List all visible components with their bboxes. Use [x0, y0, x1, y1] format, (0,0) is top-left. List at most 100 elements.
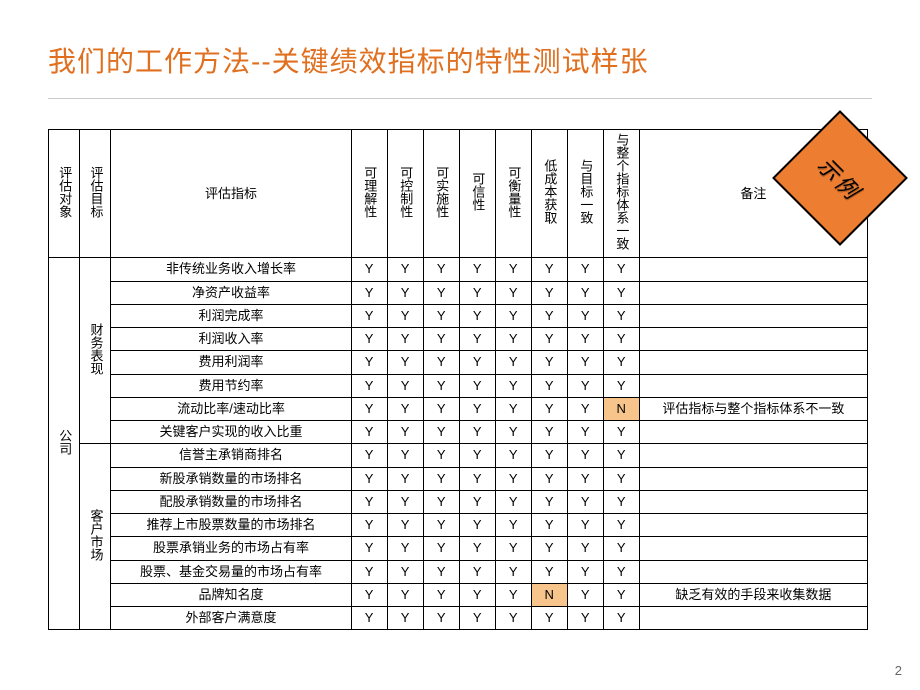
value-cell: Y [459, 490, 495, 513]
indicator-cell: 外部客户满意度 [111, 607, 351, 630]
note-cell [639, 421, 867, 444]
value-cell: Y [387, 304, 423, 327]
value-cell: Y [387, 374, 423, 397]
table-row: 客户市场信誉主承销商排名YYYYYYYY [49, 444, 868, 467]
value-cell: Y [567, 328, 603, 351]
table-row: 费用节约率YYYYYYYY [49, 374, 868, 397]
value-cell: Y [603, 490, 639, 513]
value-cell: Y [387, 328, 423, 351]
value-cell: Y [459, 351, 495, 374]
value-cell: Y [459, 444, 495, 467]
value-cell: Y [459, 397, 495, 420]
value-cell: Y [387, 281, 423, 304]
indicator-cell: 股票承销业务的市场占有率 [111, 537, 351, 560]
note-cell [639, 304, 867, 327]
table-row: 推荐上市股票数量的市场排名YYYYYYYY [49, 514, 868, 537]
value-cell: Y [387, 258, 423, 281]
value-cell: Y [531, 537, 567, 560]
value-cell: Y [387, 607, 423, 630]
note-cell [639, 444, 867, 467]
value-cell: Y [531, 281, 567, 304]
title-divider [48, 98, 872, 99]
indicator-cell: 费用节约率 [111, 374, 351, 397]
value-cell: Y [603, 467, 639, 490]
value-cell: Y [459, 304, 495, 327]
indicator-cell: 信誉主承销商排名 [111, 444, 351, 467]
value-cell: Y [603, 281, 639, 304]
value-cell: Y [423, 490, 459, 513]
value-cell: Y [351, 467, 387, 490]
col-goalaligned: 与目标一致 [567, 130, 603, 258]
value-cell: Y [603, 258, 639, 281]
value-cell: Y [459, 258, 495, 281]
note-cell [639, 514, 867, 537]
value-cell: Y [387, 537, 423, 560]
note-cell [639, 490, 867, 513]
value-cell: Y [567, 490, 603, 513]
value-cell: Y [351, 351, 387, 374]
table-row: 公司财务表现非传统业务收入增长率YYYYYYYY [49, 258, 868, 281]
col-lowcost: 低成本获取 [531, 130, 567, 258]
value-cell: Y [567, 281, 603, 304]
value-cell: Y [531, 328, 567, 351]
value-cell: N [603, 397, 639, 420]
value-cell: Y [603, 351, 639, 374]
note-cell [639, 328, 867, 351]
value-cell: Y [603, 444, 639, 467]
value-cell: Y [351, 583, 387, 606]
value-cell: Y [531, 374, 567, 397]
table-row: 流动比率/速动比率YYYYYYYN评估指标与整个指标体系不一致 [49, 397, 868, 420]
value-cell: Y [495, 607, 531, 630]
col-controllable: 可控制性 [387, 130, 423, 258]
value-cell: Y [423, 467, 459, 490]
value-cell: Y [423, 351, 459, 374]
indicator-cell: 非传统业务收入增长率 [111, 258, 351, 281]
value-cell: Y [459, 607, 495, 630]
value-cell: Y [531, 258, 567, 281]
indicator-cell: 关键客户实现的收入比重 [111, 421, 351, 444]
value-cell: Y [351, 560, 387, 583]
value-cell: Y [603, 374, 639, 397]
value-cell: Y [387, 490, 423, 513]
value-cell: Y [495, 328, 531, 351]
value-cell: Y [423, 258, 459, 281]
indicator-cell: 新股承销数量的市场排名 [111, 467, 351, 490]
value-cell: Y [567, 351, 603, 374]
value-cell: Y [351, 607, 387, 630]
value-cell: Y [351, 537, 387, 560]
indicator-cell: 费用利润率 [111, 351, 351, 374]
indicator-cell: 利润完成率 [111, 304, 351, 327]
indicator-cell: 配股承销数量的市场排名 [111, 490, 351, 513]
value-cell: Y [423, 537, 459, 560]
col-understandable: 可理解性 [351, 130, 387, 258]
value-cell: Y [567, 607, 603, 630]
note-cell [639, 537, 867, 560]
value-cell: Y [423, 421, 459, 444]
value-cell: Y [423, 583, 459, 606]
value-cell: Y [387, 560, 423, 583]
value-cell: Y [495, 351, 531, 374]
value-cell: Y [351, 374, 387, 397]
value-cell: Y [495, 467, 531, 490]
indicator-cell: 流动比率/速动比率 [111, 397, 351, 420]
goal-cell: 客户市场 [80, 444, 111, 630]
value-cell: Y [423, 397, 459, 420]
value-cell: Y [351, 281, 387, 304]
value-cell: Y [531, 467, 567, 490]
value-cell: Y [603, 421, 639, 444]
col-implementable: 可实施性 [423, 130, 459, 258]
note-cell: 缺乏有效的手段来收集数据 [639, 583, 867, 606]
value-cell: Y [567, 467, 603, 490]
value-cell: Y [387, 444, 423, 467]
value-cell: Y [459, 537, 495, 560]
value-cell: Y [387, 421, 423, 444]
value-cell: Y [387, 351, 423, 374]
value-cell: Y [531, 444, 567, 467]
table-row: 配股承销数量的市场排名YYYYYYYY [49, 490, 868, 513]
value-cell: Y [567, 421, 603, 444]
indicator-cell: 品牌知名度 [111, 583, 351, 606]
example-badge-text: 示例 [811, 149, 869, 207]
value-cell: Y [423, 328, 459, 351]
col-goal: 评估目标 [80, 130, 111, 258]
object-cell: 公司 [49, 258, 80, 630]
